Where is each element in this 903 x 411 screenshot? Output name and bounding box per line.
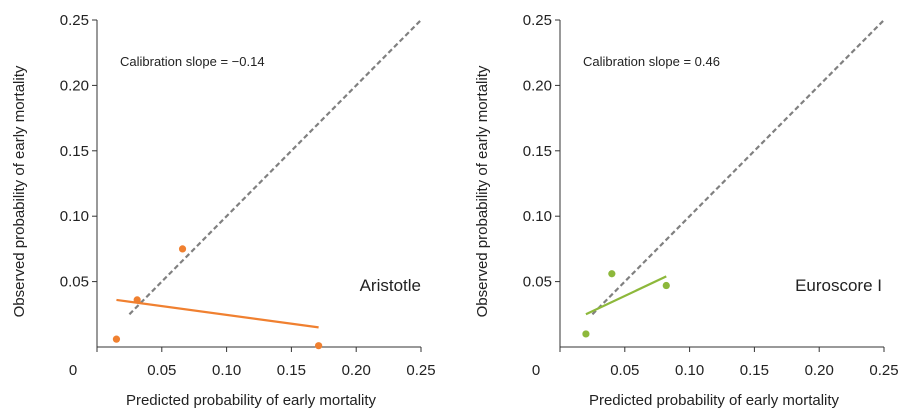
x-tick-label: 0.10 [212, 362, 241, 379]
x-axis-label: Predicted probability of early mortality [126, 392, 377, 409]
calibration-slope-annotation: Calibration slope = −0.14 [120, 54, 265, 69]
x-tick-label: 0.20 [805, 362, 834, 379]
x-axis-label: Predicted probability of early mortality [589, 392, 840, 409]
data-point [133, 296, 141, 304]
x-tick-label: 0.15 [277, 362, 306, 379]
model-label: Euroscore I [795, 276, 882, 295]
x-tick-label: 0.05 [147, 362, 176, 379]
x-tick-label: 0 [532, 362, 540, 379]
x-tick-label: 0.15 [740, 362, 769, 379]
y-tick-label: 0.20 [60, 77, 89, 94]
reference-line [591, 19, 885, 316]
x-tick-label: 0.25 [406, 362, 435, 379]
data-point [315, 342, 323, 350]
x-tick-label: 0.20 [342, 362, 371, 379]
y-axis-label: Observed probability of early mortality [474, 65, 491, 317]
calibration-fit-line [116, 298, 319, 329]
x-tick-label: 0 [69, 362, 77, 379]
x-tick-label: 0.25 [869, 362, 898, 379]
data-point [178, 245, 187, 253]
x-tick-label: 0.10 [675, 362, 704, 379]
calibration-fit-line [585, 275, 667, 316]
y-tick-label: 0.05 [60, 274, 89, 291]
data-point [662, 281, 670, 290]
x-tick-label: 0.05 [610, 362, 639, 379]
calibration-slope-annotation: Calibration slope = 0.46 [583, 54, 720, 69]
data-point [582, 330, 590, 338]
y-tick-label: 0.10 [523, 208, 552, 225]
y-tick-label: 0.25 [60, 12, 89, 29]
y-tick-label: 0.25 [523, 12, 552, 29]
y-tick-label: 0.15 [60, 143, 89, 160]
y-tick-label: 0.10 [60, 208, 89, 225]
reference-line [128, 19, 422, 316]
y-tick-label: 0.15 [523, 143, 552, 160]
model-label: Aristotle [360, 276, 421, 295]
data-point [608, 270, 616, 278]
data-point [112, 335, 121, 343]
y-tick-label: 0.05 [523, 274, 552, 291]
y-axis-label: Observed probability of early mortality [11, 65, 28, 317]
y-tick-label: 0.20 [523, 77, 552, 94]
